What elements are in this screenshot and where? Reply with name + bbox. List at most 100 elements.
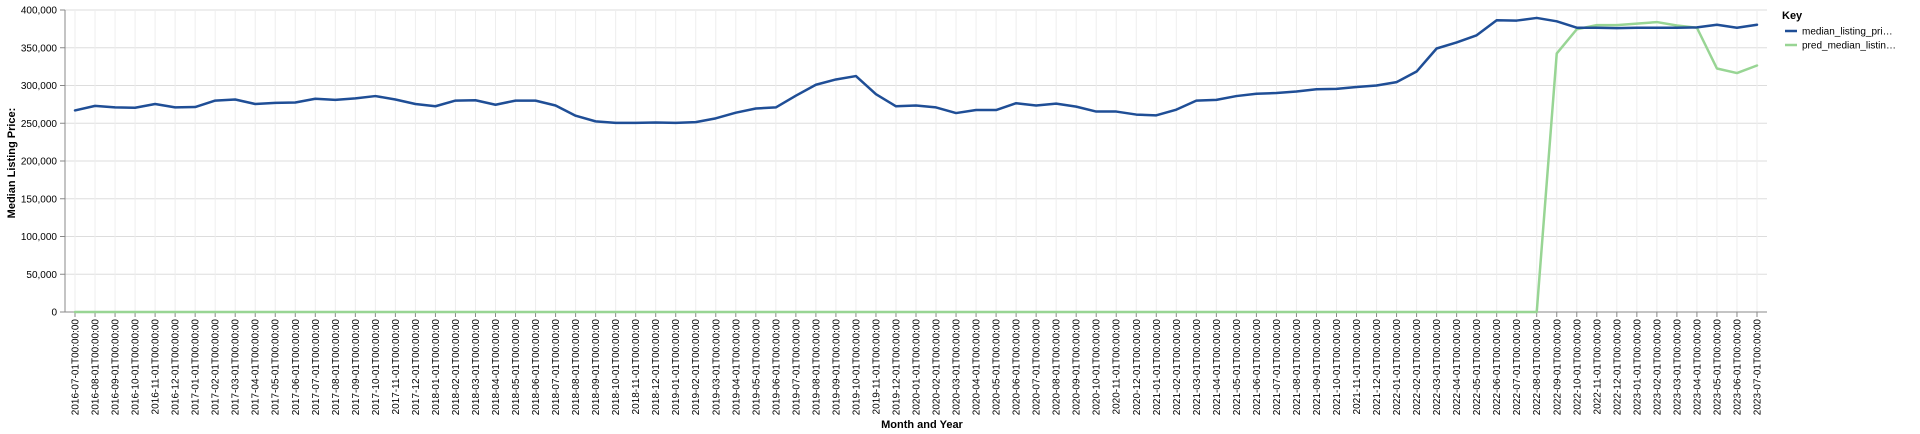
y-axis: 0 50,000 100,000 150,000 200,000 250,000 300,0… [21,6,66,319]
x-tick-label: 2022-09-01T00:00:00 [1552,319,1563,416]
series-lines [73,16,1759,314]
x-tick-label: 2016-09-01T00:00:00 [111,319,122,416]
x-tick-label: 2021-04-01T00:00:00 [1212,319,1223,416]
x-tick-label: 2021-06-01T00:00:00 [1252,319,1263,416]
x-tick-label: 2017-07-01T00:00:00 [311,319,322,416]
x-tick-label: 2017-04-01T00:00:00 [251,319,262,416]
legend: Key median_listing_pri… pred_median_listi… [1782,10,1896,52]
x-tick-label: 2023-07-01T00:00:00 [1752,319,1763,416]
x-tick-label: 2021-01-01T00:00:00 [1152,319,1163,416]
x-tick-label: 2023-01-01T00:00:00 [1632,319,1643,416]
x-tick-label: 2020-09-01T00:00:00 [1072,319,1083,416]
x-tick-label: 2021-10-01T00:00:00 [1332,319,1343,416]
x-tick-label: 2016-08-01T00:00:00 [91,319,102,416]
x-tick-label: 2017-09-01T00:00:00 [351,319,362,416]
x-tick-label: 2022-12-01T00:00:00 [1612,319,1623,416]
x-tick-label: 2017-03-01T00:00:00 [231,319,242,416]
x-tick-label: 2022-01-01T00:00:00 [1392,319,1403,416]
x-tick-label: 2021-05-01T00:00:00 [1232,319,1243,416]
x-tick-label: 2023-03-01T00:00:00 [1672,319,1683,416]
x-tick-label: 2021-11-01T00:00:00 [1352,319,1363,415]
x-tick-label: 2023-02-01T00:00:00 [1652,319,1663,416]
legend-label: median_listing_pri… [1802,27,1893,38]
x-tick-label: 2018-05-01T00:00:00 [511,319,522,416]
legend-title: Key [1782,10,1803,22]
x-tick-label: 2017-02-01T00:00:00 [211,319,222,416]
x-tick-label: 2020-01-01T00:00:00 [912,319,923,416]
y-tick-label: 350,000 [21,43,58,54]
x-tick-label: 2016-12-01T00:00:00 [171,319,182,416]
x-axis-title: Month and Year [881,419,963,431]
x-tick-label: 2018-03-01T00:00:00 [471,319,482,416]
y-tick-label: 250,000 [21,119,58,130]
x-tick-label: 2017-01-01T00:00:00 [191,319,202,416]
y-axis-title: Median Listing Price: [6,108,18,219]
legend-label: pred_median_listin… [1802,41,1896,52]
x-axis: 2016-07-01T00:00:00 2016-08-01T00:00:00 20… [65,311,1767,416]
x-tick-label: 2021-03-01T00:00:00 [1192,319,1203,416]
x-tick-label: 2019-05-01T00:00:00 [751,319,762,416]
x-tick-label: 2016-11-01T00:00:00 [151,319,162,415]
x-tick-label: 2023-05-01T00:00:00 [1712,319,1723,416]
x-tick-label: 2022-03-01T00:00:00 [1432,319,1443,416]
x-tick-label: 2022-07-01T00:00:00 [1512,319,1523,416]
x-tick-label: 2019-10-01T00:00:00 [851,319,862,416]
x-tick-label: 2020-06-01T00:00:00 [1012,319,1023,416]
x-tick-label: 2019-08-01T00:00:00 [811,319,822,416]
x-tick-label: 2020-07-01T00:00:00 [1032,319,1043,416]
x-tick-label: 2021-02-01T00:00:00 [1172,319,1183,416]
x-tick-label: 2018-11-01T00:00:00 [631,319,642,415]
x-tick-label: 2017-05-01T00:00:00 [271,319,282,416]
x-tick-label: 2018-10-01T00:00:00 [611,319,622,416]
x-tick-label: 2019-01-01T00:00:00 [671,319,682,416]
x-tick-label: 2017-12-01T00:00:00 [411,319,422,416]
x-tick-label: 2018-04-01T00:00:00 [491,319,502,416]
x-tick-label: 2018-09-01T00:00:00 [591,319,602,416]
x-tick-label: 2019-11-01T00:00:00 [871,319,882,415]
x-tick-label: 2017-08-01T00:00:00 [331,319,342,416]
x-tick-label: 2016-07-01T00:00:00 [71,319,82,416]
x-tick-label: 2020-04-01T00:00:00 [972,319,983,416]
x-tick-label: 2020-05-01T00:00:00 [992,319,1003,416]
y-tick-label: 150,000 [21,194,58,205]
x-tick-label: 2019-09-01T00:00:00 [831,319,842,416]
gridlines [65,9,1767,313]
x-tick-label: 2019-02-01T00:00:00 [691,319,702,416]
x-tick-label: 2021-09-01T00:00:00 [1312,319,1323,416]
x-tick-label: 2018-08-01T00:00:00 [571,319,582,416]
x-tick-label: 2017-11-01T00:00:00 [391,319,402,415]
x-tick-label: 2022-10-01T00:00:00 [1572,319,1583,416]
x-tick-label: 2018-07-01T00:00:00 [551,319,562,416]
x-tick-label: 2020-10-01T00:00:00 [1092,319,1103,416]
x-tick-label: 2021-12-01T00:00:00 [1372,319,1383,416]
x-tick-label: 2020-12-01T00:00:00 [1132,319,1143,416]
x-tick-label: 2018-06-01T00:00:00 [531,319,542,416]
x-tick-label: 2022-08-01T00:00:00 [1532,319,1543,416]
x-tick-label: 2022-04-01T00:00:00 [1452,319,1463,416]
x-tick-label: 2020-03-01T00:00:00 [952,319,963,416]
x-tick-label: 2022-06-01T00:00:00 [1492,319,1503,416]
x-tick-label: 2018-01-01T00:00:00 [431,319,442,416]
x-tick-label: 2020-08-01T00:00:00 [1052,319,1063,416]
x-tick-label: 2019-07-01T00:00:00 [791,319,802,416]
x-tick-label: 2019-12-01T00:00:00 [891,319,902,416]
x-tick-label: 2016-10-01T00:00:00 [131,319,142,416]
y-tick-label: 400,000 [21,6,58,17]
x-tick-label: 2020-11-01T00:00:00 [1112,319,1123,415]
x-tick-label: 2019-04-01T00:00:00 [731,319,742,416]
y-tick-label: 50,000 [26,270,57,281]
y-tick-label: 0 [51,308,57,319]
x-tick-label: 2019-03-01T00:00:00 [711,319,722,416]
x-tick-label: 2022-11-01T00:00:00 [1592,319,1603,415]
x-tick-label: 2023-06-01T00:00:00 [1732,319,1743,416]
x-tick-label: 2022-02-01T00:00:00 [1412,319,1423,416]
y-tick-label: 300,000 [21,81,58,92]
series-line-median-listing-price [73,16,1759,125]
x-tick-label: 2017-06-01T00:00:00 [291,319,302,416]
x-tick-label: 2021-08-01T00:00:00 [1292,319,1303,416]
x-tick-label: 2020-02-01T00:00:00 [932,319,943,416]
y-tick-label: 200,000 [21,157,58,168]
x-tick-label: 2019-06-01T00:00:00 [771,319,782,416]
x-tick-label: 2017-10-01T00:00:00 [371,319,382,416]
